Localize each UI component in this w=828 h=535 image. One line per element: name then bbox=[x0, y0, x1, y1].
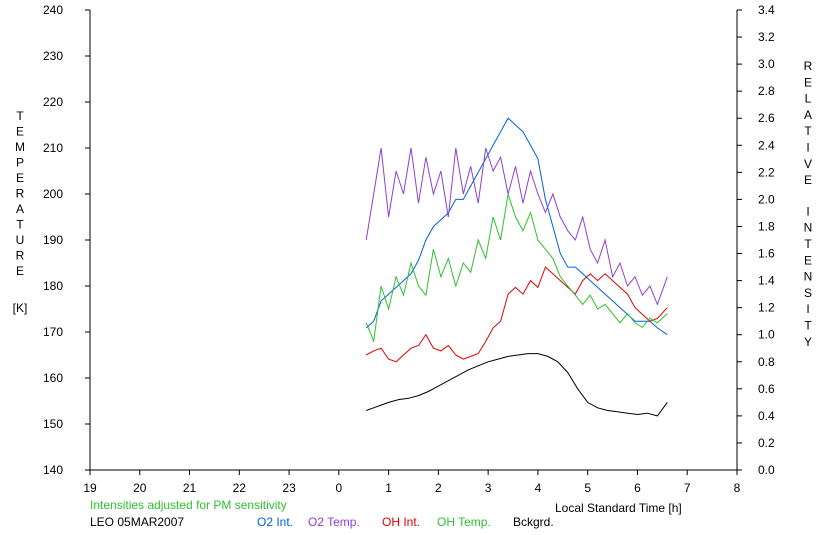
left-label-unit: [K] bbox=[13, 301, 28, 315]
left-tick-label: 210 bbox=[43, 141, 63, 155]
right-label-letter: N bbox=[804, 270, 813, 284]
right-label-letter: S bbox=[804, 286, 812, 300]
right-tick-label: 3.4 bbox=[758, 3, 775, 17]
pm-sensitivity-note: Intensities adjusted for PM sensitivity bbox=[90, 498, 287, 512]
x-tick-label: 8 bbox=[734, 481, 741, 495]
legend-o2-temp: O2 Temp. bbox=[308, 515, 360, 529]
right-label-letter: T bbox=[804, 319, 812, 333]
legend-oh-temp: OH Temp. bbox=[437, 515, 491, 529]
right-label-letter: L bbox=[805, 92, 812, 106]
right-label-letter: I bbox=[806, 204, 809, 218]
series-line-oh-int bbox=[365, 266, 668, 363]
right-tick-label: 2.4 bbox=[758, 138, 775, 152]
right-tick-label: 2.8 bbox=[758, 84, 775, 98]
x-tick-label: 4 bbox=[535, 481, 542, 495]
right-label-letter: Y bbox=[804, 335, 812, 349]
left-label-letter: E bbox=[16, 125, 24, 139]
right-label-letter: N bbox=[804, 221, 813, 235]
right-label-letter: T bbox=[804, 237, 812, 251]
right-tick-label: 0.0 bbox=[758, 463, 775, 477]
right-label-letter: E bbox=[804, 75, 812, 89]
x-tick-label: 2 bbox=[435, 481, 442, 495]
series-line-bckgrd bbox=[366, 353, 668, 417]
left-label-letter: T bbox=[16, 109, 24, 123]
right-axis-ticks: 0.0 0.2 0.4 0.6 0.8 1.0 1.2 1.4 1.6 1.8 2.0 2.2 2.4 2… bbox=[737, 3, 775, 477]
legend-bckgrd: Bckgrd. bbox=[513, 515, 554, 529]
right-tick-label: 0.4 bbox=[758, 409, 775, 423]
x-tick-label: 20 bbox=[133, 481, 147, 495]
right-label-letter: E bbox=[804, 253, 812, 267]
right-label-letter: R bbox=[804, 59, 813, 73]
left-tick-label: 230 bbox=[43, 49, 63, 63]
right-tick-label: 2.2 bbox=[758, 165, 775, 179]
left-label-letter: P bbox=[16, 156, 24, 170]
legend-o2-int: O2 Int. bbox=[257, 515, 293, 529]
right-label-letter: T bbox=[804, 124, 812, 138]
right-label-letter: I bbox=[806, 141, 809, 155]
right-tick-label: 1.8 bbox=[758, 219, 775, 233]
left-label-letter: R bbox=[16, 187, 25, 201]
right-tick-label: 1.4 bbox=[758, 274, 775, 288]
left-label-letter: T bbox=[16, 218, 24, 232]
left-label-letter: R bbox=[16, 249, 25, 263]
right-tick-label: 1.0 bbox=[758, 328, 775, 342]
left-tick-label: 160 bbox=[43, 371, 63, 385]
station-date-label: LEO 05MAR2007 bbox=[90, 515, 184, 529]
x-tick-label: 1 bbox=[385, 481, 392, 495]
series-line-o2-temp bbox=[365, 147, 668, 306]
left-tick-label: 240 bbox=[43, 3, 63, 17]
right-tick-label: 0.8 bbox=[758, 355, 775, 369]
left-tick-label: 200 bbox=[43, 187, 63, 201]
left-tick-label: 220 bbox=[43, 95, 63, 109]
x-axis-label: Local Standard Time [h] bbox=[555, 501, 682, 515]
right-label-letter: V bbox=[804, 157, 812, 171]
right-tick-label: 0.6 bbox=[758, 382, 775, 396]
x-tick-label: 0 bbox=[336, 481, 343, 495]
right-tick-label: 1.6 bbox=[758, 247, 775, 261]
x-tick-label: 5 bbox=[584, 481, 591, 495]
series-line-o2-int bbox=[365, 117, 668, 336]
x-tick-label: 3 bbox=[485, 481, 492, 495]
series-layer bbox=[365, 117, 668, 417]
right-tick-label: 1.2 bbox=[758, 301, 775, 315]
left-axis-ticks: 140 150 160 170 180 190 200 210 220 230 240 bbox=[43, 3, 90, 477]
left-label-letter: U bbox=[16, 233, 25, 247]
legend-oh-int: OH Int. bbox=[382, 515, 420, 529]
x-tick-label: 22 bbox=[233, 481, 247, 495]
left-tick-label: 140 bbox=[43, 463, 63, 477]
x-tick-label: 19 bbox=[83, 481, 97, 495]
left-tick-label: 190 bbox=[43, 233, 63, 247]
right-label-letter: I bbox=[806, 302, 809, 316]
right-label-letter: A bbox=[804, 108, 812, 122]
x-tick-label: 23 bbox=[282, 481, 296, 495]
series-line-oh-temp bbox=[365, 193, 668, 344]
left-label-letter: E bbox=[16, 264, 24, 278]
x-tick-label: 21 bbox=[183, 481, 197, 495]
right-tick-label: 2.6 bbox=[758, 111, 775, 125]
left-label-letter: A bbox=[16, 202, 24, 216]
right-tick-label: 3.2 bbox=[758, 30, 775, 44]
left-tick-label: 180 bbox=[43, 279, 63, 293]
left-tick-label: 150 bbox=[43, 417, 63, 431]
right-tick-label: 2.0 bbox=[758, 192, 775, 206]
left-tick-label: 170 bbox=[43, 325, 63, 339]
x-axis-ticks: 19 20 21 22 23 0 1 2 3 4 5 6 7 8 bbox=[83, 470, 741, 495]
left-label-letter: E bbox=[16, 171, 24, 185]
right-label-letter: E bbox=[804, 173, 812, 187]
left-label-letter: M bbox=[15, 140, 25, 154]
right-tick-label: 3.0 bbox=[758, 57, 775, 71]
x-tick-label: 7 bbox=[684, 481, 691, 495]
right-tick-label: 0.2 bbox=[758, 436, 775, 450]
x-tick-label: 6 bbox=[634, 481, 641, 495]
